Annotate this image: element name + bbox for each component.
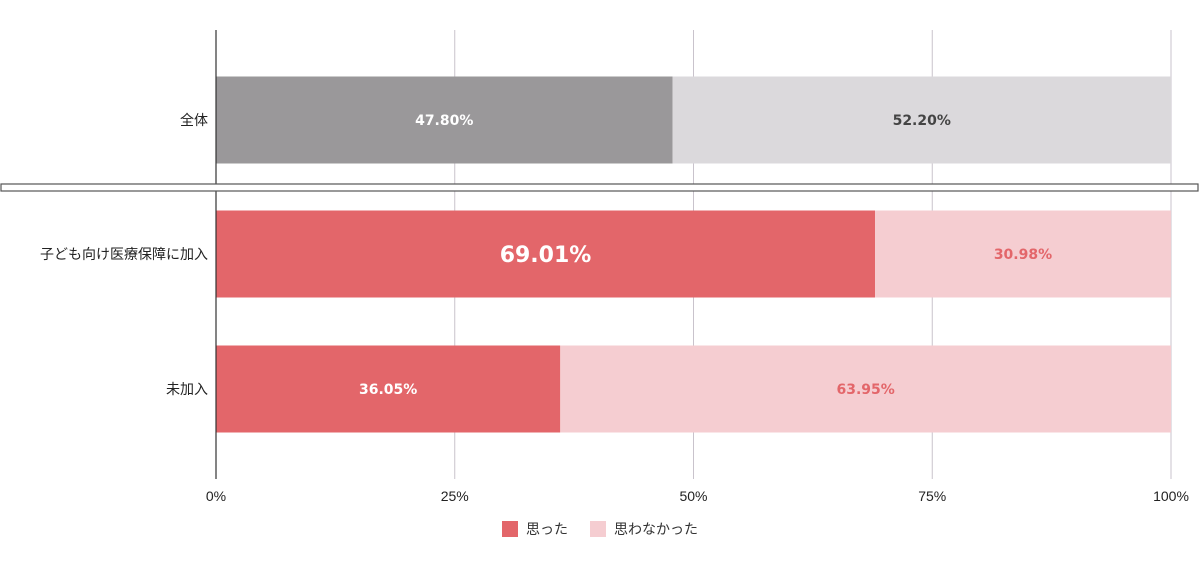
- data-label-yes: 36.05%: [359, 382, 417, 398]
- x-tick-label: 25%: [441, 488, 469, 504]
- legend-label-yes: 思った: [526, 522, 568, 538]
- data-label-yes: 69.01%: [500, 243, 592, 268]
- x-tick-label: 50%: [679, 488, 707, 504]
- bar-yes: [216, 345, 561, 433]
- bar-yes: [216, 76, 673, 164]
- data-label-no: 30.98%: [994, 247, 1052, 263]
- bar-no: [672, 76, 1171, 164]
- bar-no: [875, 210, 1171, 298]
- legend-swatch-yes: [502, 521, 518, 537]
- legend-item-no: 思わなかった: [590, 519, 698, 539]
- legend-label-no: 思わなかった: [614, 522, 698, 538]
- x-tick-label: 75%: [918, 488, 946, 504]
- axis-break: [0, 183, 1199, 192]
- data-label-no: 63.95%: [836, 382, 894, 398]
- data-label-yes: 47.80%: [415, 113, 473, 129]
- bar-yes: [216, 210, 876, 298]
- data-label-no: 52.20%: [893, 113, 951, 129]
- category-label: 子ども向け医療保障に加入: [40, 246, 208, 262]
- bar-no: [560, 345, 1171, 433]
- x-tick-label: 0%: [206, 488, 226, 504]
- category-label: 未加入: [166, 381, 208, 397]
- legend: 思った 思わなかった: [0, 519, 1200, 539]
- x-tick-label: 100%: [1153, 488, 1189, 504]
- legend-item-yes: 思った: [502, 519, 568, 539]
- category-label: 全体: [180, 112, 208, 128]
- legend-swatch-no: [590, 521, 606, 537]
